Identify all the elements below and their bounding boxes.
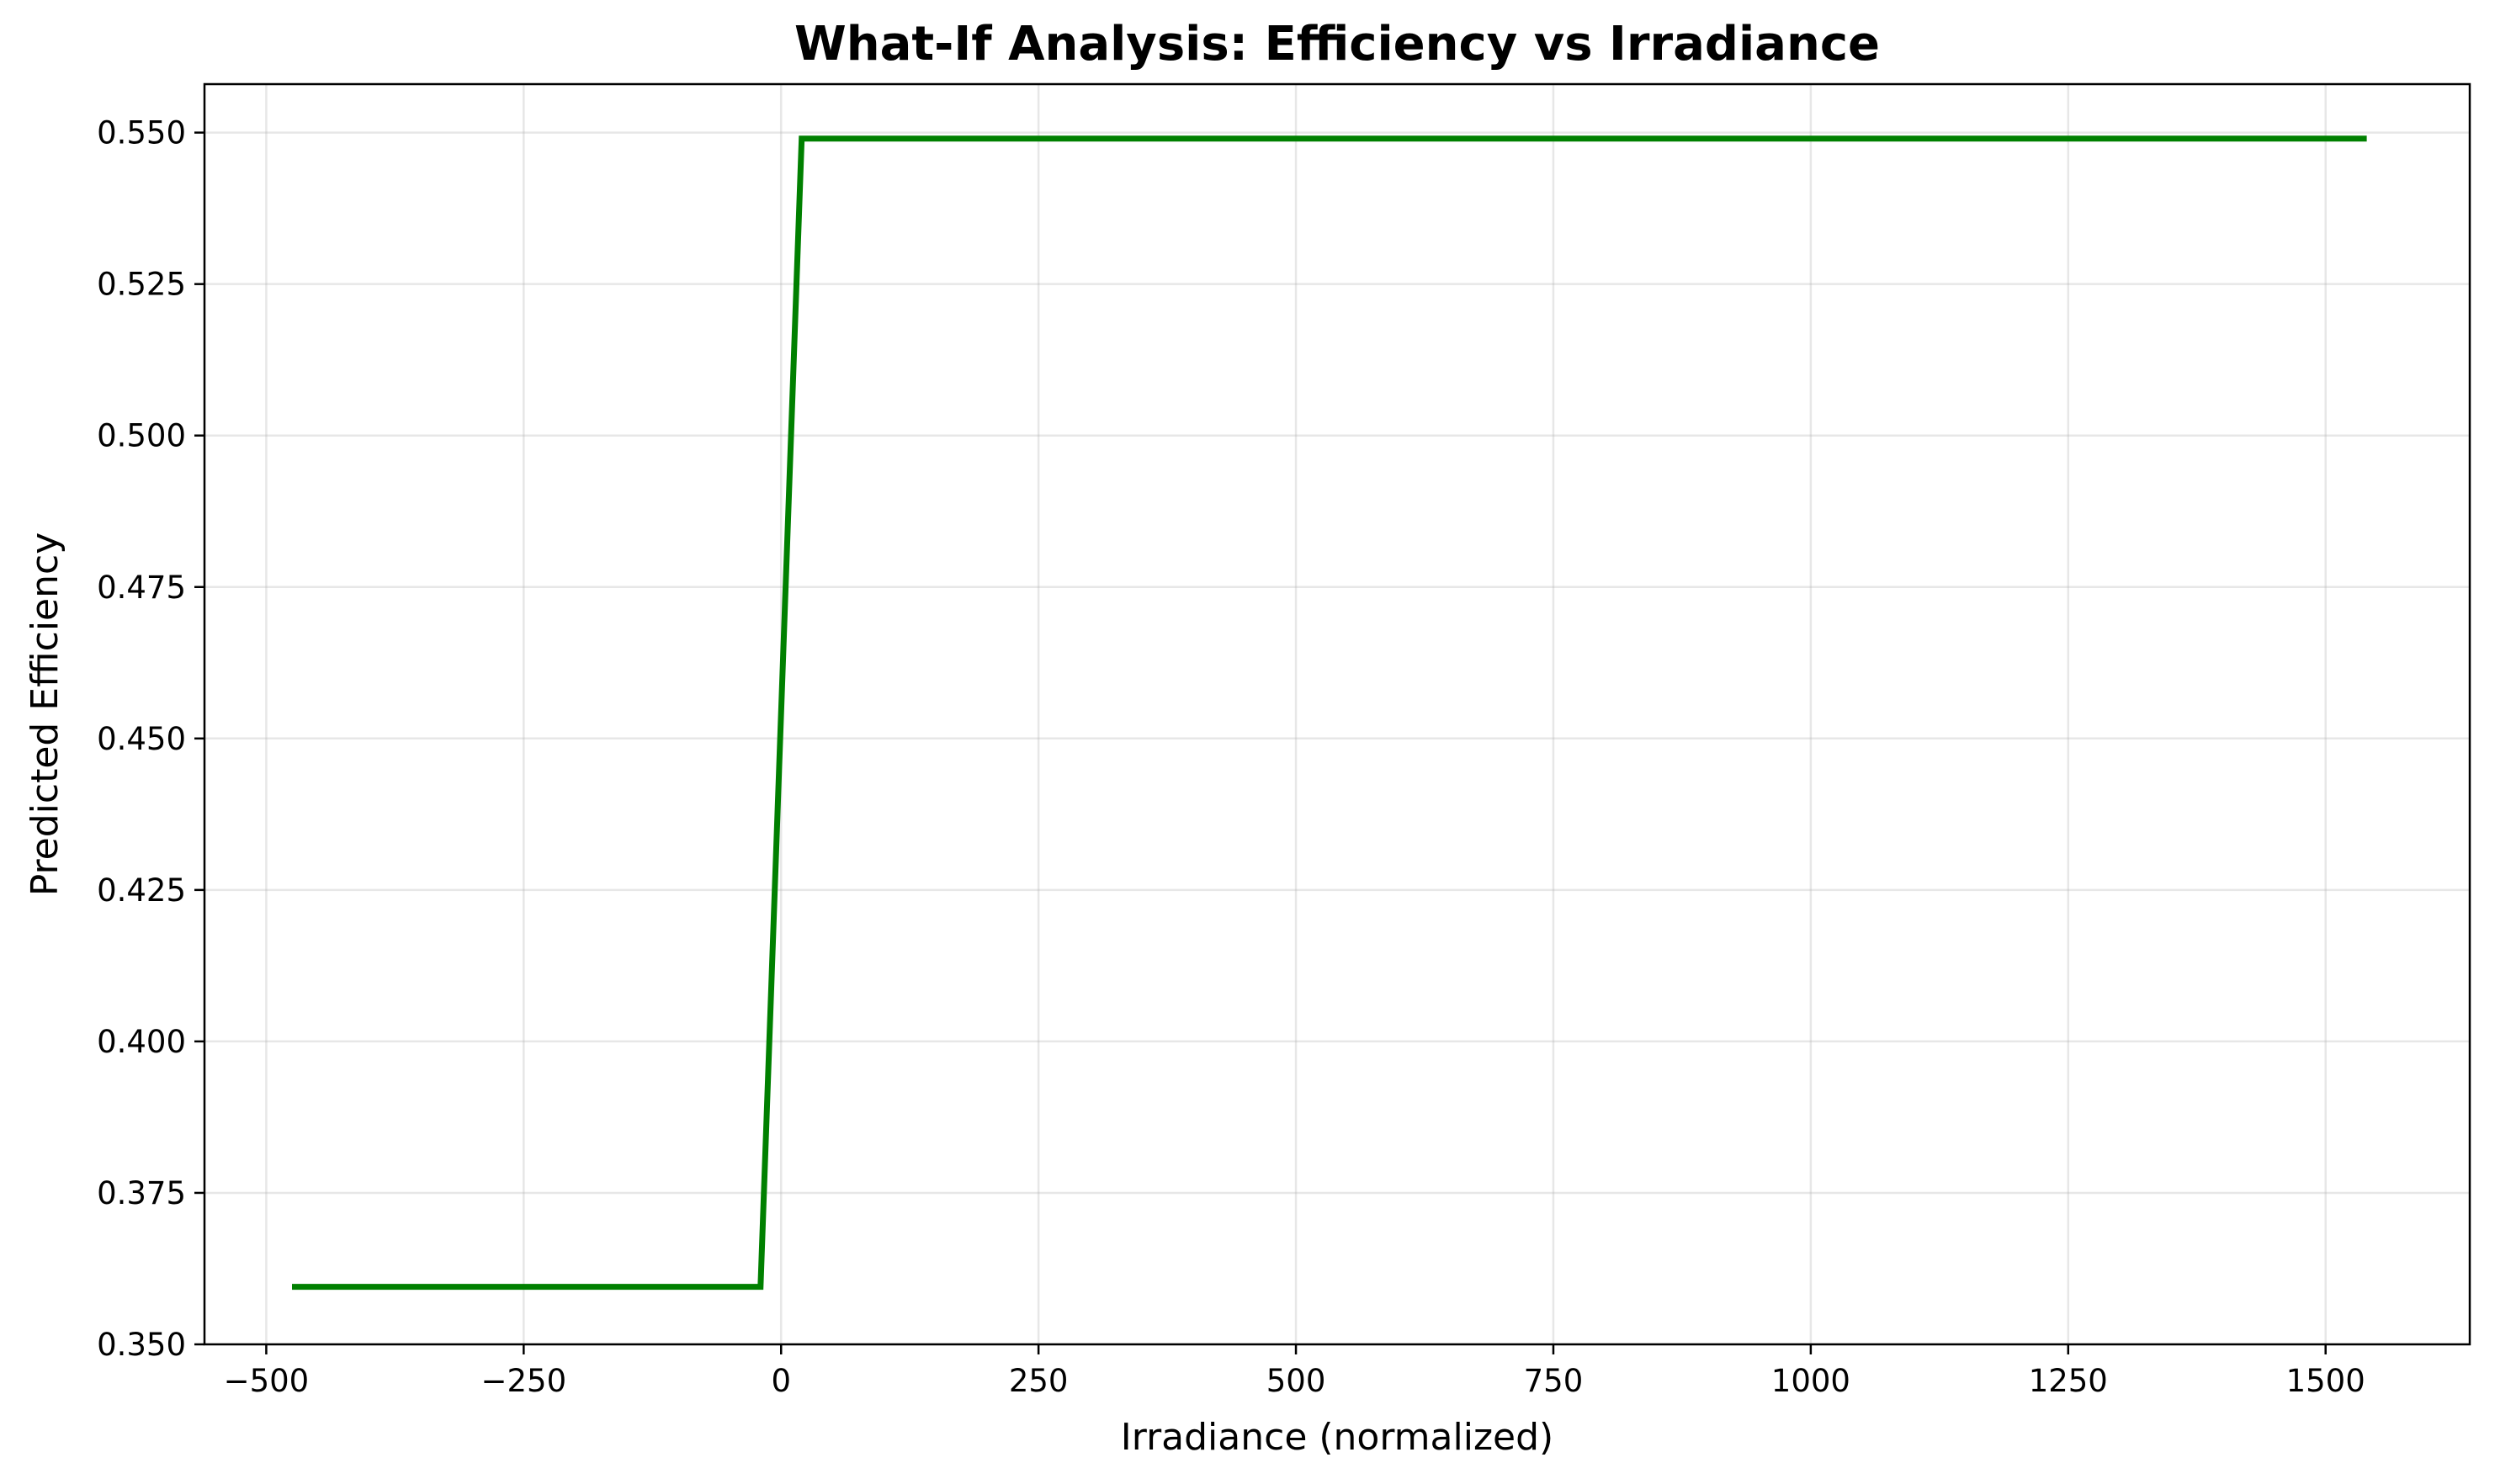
x-tick-label: 1500 bbox=[2286, 1363, 2365, 1399]
x-tick-label: 500 bbox=[1266, 1363, 1326, 1399]
y-tick-label: 0.425 bbox=[97, 872, 186, 909]
x-tick-label: 250 bbox=[1009, 1363, 1069, 1399]
x-tick-label: −500 bbox=[224, 1363, 310, 1399]
x-tick-label: 0 bbox=[771, 1363, 791, 1399]
y-tick-label: 0.400 bbox=[97, 1024, 186, 1060]
efficiency-series-line bbox=[292, 135, 2367, 1291]
y-tick-label: 0.450 bbox=[97, 721, 186, 757]
series-layer bbox=[292, 135, 2367, 1291]
x-gridlines bbox=[265, 84, 2327, 1344]
x-tick-label: 1000 bbox=[1771, 1363, 1850, 1399]
y-tick-label: 0.350 bbox=[97, 1327, 186, 1363]
plot-frame bbox=[203, 82, 2471, 1346]
x-tick-label: −250 bbox=[481, 1363, 567, 1399]
x-axis-label: Irradiance (normalized) bbox=[1121, 1416, 1553, 1459]
y-tick-label: 0.525 bbox=[97, 267, 186, 303]
y-axis-label: Predicted Efficiency bbox=[24, 533, 66, 896]
y-axis-ticks: 0.350 0.375 0.400 0.425 0.450 0.475 0.500 0.525… bbox=[97, 115, 204, 1363]
x-tick-label: 1250 bbox=[2029, 1363, 2108, 1399]
y-tick-label: 0.475 bbox=[97, 570, 186, 606]
y-tick-label: 0.550 bbox=[97, 115, 186, 151]
chart-title: What-If Analysis: Efficiency vs Irradian… bbox=[794, 17, 1880, 72]
x-axis-ticks: −500 −250 0 250 500 750 1000 1250 1500 bbox=[224, 1344, 2365, 1399]
y-tick-label: 0.500 bbox=[97, 418, 186, 454]
x-tick-label: 750 bbox=[1524, 1363, 1584, 1399]
y-tick-label: 0.375 bbox=[97, 1175, 186, 1211]
